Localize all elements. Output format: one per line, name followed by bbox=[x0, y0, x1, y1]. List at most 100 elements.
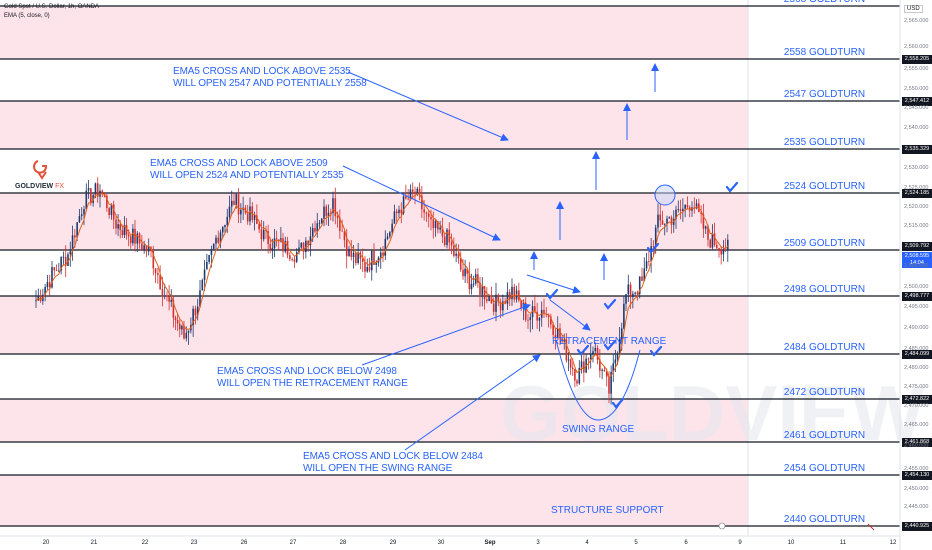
candle-body bbox=[293, 259, 296, 262]
candle-body bbox=[659, 214, 662, 221]
goldturn-label[interactable]: 2472 GOLDTURN bbox=[783, 387, 866, 398]
date-tick: 26 bbox=[240, 540, 248, 546]
annotation-arrow[interactable] bbox=[342, 165, 501, 241]
symbol-header[interactable]: Gold Spot / U.S. Dollar, 1h, OANDA bbox=[4, 4, 100, 10]
candle-body bbox=[96, 183, 99, 197]
date-tick: 5 bbox=[634, 540, 638, 546]
candle-body bbox=[704, 226, 707, 229]
date-tick: 11 bbox=[839, 540, 847, 546]
swing-arc[interactable] bbox=[555, 339, 641, 421]
candle-body bbox=[386, 236, 389, 239]
price-tick: 2,490.000 bbox=[904, 325, 929, 332]
check-mark[interactable] bbox=[649, 345, 663, 357]
check-mark[interactable] bbox=[603, 298, 617, 310]
candle-body bbox=[159, 274, 161, 290]
candle-body bbox=[121, 230, 124, 236]
candle-body bbox=[53, 267, 56, 271]
candle-body bbox=[235, 194, 238, 206]
check-mark[interactable] bbox=[646, 242, 660, 254]
price-tick: 2,470.000 bbox=[904, 402, 929, 409]
candle-body bbox=[567, 359, 570, 361]
check-mark[interactable] bbox=[545, 288, 559, 300]
candle-body bbox=[450, 242, 453, 246]
price-tick: 2,540.000 bbox=[904, 125, 929, 131]
candle-body bbox=[700, 212, 702, 215]
candle-body bbox=[462, 269, 464, 277]
goldturn-label[interactable]: 2461 GOLDTURN bbox=[783, 430, 866, 441]
annotation-note[interactable]: EMA5 CROSS AND LOCK ABOVE 2509 WILL OPEN… bbox=[150, 158, 344, 181]
candle-body bbox=[513, 286, 516, 300]
candle-body bbox=[152, 250, 155, 269]
candle-body bbox=[233, 200, 235, 206]
candle-body bbox=[722, 249, 725, 255]
candle-body bbox=[336, 216, 339, 218]
candle-body bbox=[176, 320, 179, 324]
candle-body bbox=[352, 252, 355, 257]
candle-body bbox=[382, 252, 384, 256]
candle-body bbox=[260, 229, 263, 240]
price-tick: 2,475.000 bbox=[904, 383, 929, 390]
annotation-arrow[interactable] bbox=[347, 71, 509, 141]
goldturn-label[interactable]: 2558 GOLDTURN bbox=[783, 47, 866, 58]
annotation-arrow[interactable] bbox=[361, 303, 531, 366]
candle-body bbox=[275, 238, 278, 240]
label-structure[interactable]: STRUCTURE SUPPORT bbox=[551, 505, 664, 516]
check-mark[interactable] bbox=[725, 181, 739, 193]
price-tag: 2,547.412 bbox=[902, 97, 932, 106]
candle-body bbox=[713, 233, 716, 245]
highlight-circle[interactable] bbox=[654, 184, 676, 206]
candle-body bbox=[46, 282, 49, 288]
check-mark[interactable] bbox=[603, 339, 617, 351]
goldturn-label[interactable]: 2524 GOLDTURN bbox=[783, 181, 866, 192]
currency-selector[interactable]: USD bbox=[904, 5, 923, 13]
candle-body bbox=[550, 316, 552, 325]
annotation-note[interactable]: EMA5 CROSS AND LOCK BELOW 2484 WILL OPEN… bbox=[303, 451, 483, 474]
candle-body bbox=[311, 227, 314, 237]
goldturn-label[interactable]: 2454 GOLDTURN bbox=[783, 463, 866, 474]
indicator-legend[interactable]: EMA (5, close, 0) bbox=[4, 13, 50, 19]
goldturn-label[interactable]: 2498 GOLDTURN bbox=[783, 284, 866, 295]
logo-text: GOLDVIEW FX bbox=[15, 183, 64, 190]
candle-body bbox=[35, 300, 37, 302]
candle-body bbox=[345, 240, 348, 257]
goldturn-label[interactable]: 2535 GOLDTURN bbox=[783, 137, 866, 148]
price-tag: 2,535.329 bbox=[902, 145, 932, 154]
goldturn-label[interactable]: 2484 GOLDTURN bbox=[783, 342, 866, 353]
candle-body bbox=[80, 214, 83, 217]
candle-body bbox=[302, 242, 305, 253]
candle-body bbox=[320, 218, 323, 223]
candle-body bbox=[414, 191, 416, 194]
candle-body bbox=[329, 212, 332, 214]
annotation-arrow[interactable] bbox=[404, 354, 541, 451]
check-mark[interactable] bbox=[576, 344, 590, 356]
candle-body bbox=[379, 252, 382, 258]
goldturn-label[interactable]: 2547 GOLDTURN bbox=[783, 89, 866, 100]
price-tick: 2,480.000 bbox=[904, 365, 929, 371]
annotation-note[interactable]: EMA5 CROSS AND LOCK ABOVE 2535 WILL OPEN… bbox=[173, 66, 367, 89]
label-retracement[interactable]: RETRACEMENT RANGE bbox=[552, 336, 667, 347]
goldturn-label[interactable]: 2568 GOLDTURN bbox=[752, 0, 897, 5]
candle-body bbox=[594, 348, 597, 352]
goldturn-label[interactable]: 2509 GOLDTURN bbox=[783, 238, 866, 249]
candle-body bbox=[508, 292, 511, 300]
candle-body bbox=[423, 209, 425, 213]
annotation-note[interactable]: EMA5 CROSS AND LOCK BELOW 2498 WILL OPEN… bbox=[217, 366, 408, 389]
candle-body bbox=[479, 282, 481, 295]
annotation-arrow[interactable] bbox=[526, 274, 581, 294]
candle-body bbox=[439, 227, 441, 230]
date-tick: 23 bbox=[190, 540, 198, 546]
zone-band bbox=[0, 399, 748, 442]
candle-body bbox=[589, 353, 592, 360]
candle-body bbox=[675, 209, 677, 219]
candle-body bbox=[632, 293, 634, 298]
candle-body bbox=[181, 325, 183, 330]
annotation-arrow[interactable] bbox=[549, 299, 591, 331]
candle-body bbox=[455, 253, 457, 256]
candle-body bbox=[483, 286, 486, 300]
label-swing[interactable]: SWING RANGE bbox=[562, 424, 635, 435]
candle-body bbox=[443, 236, 446, 246]
goldturn-label[interactable]: 2440 GOLDTURN bbox=[783, 514, 866, 525]
candle-body bbox=[55, 270, 58, 272]
candle-body bbox=[298, 247, 300, 253]
